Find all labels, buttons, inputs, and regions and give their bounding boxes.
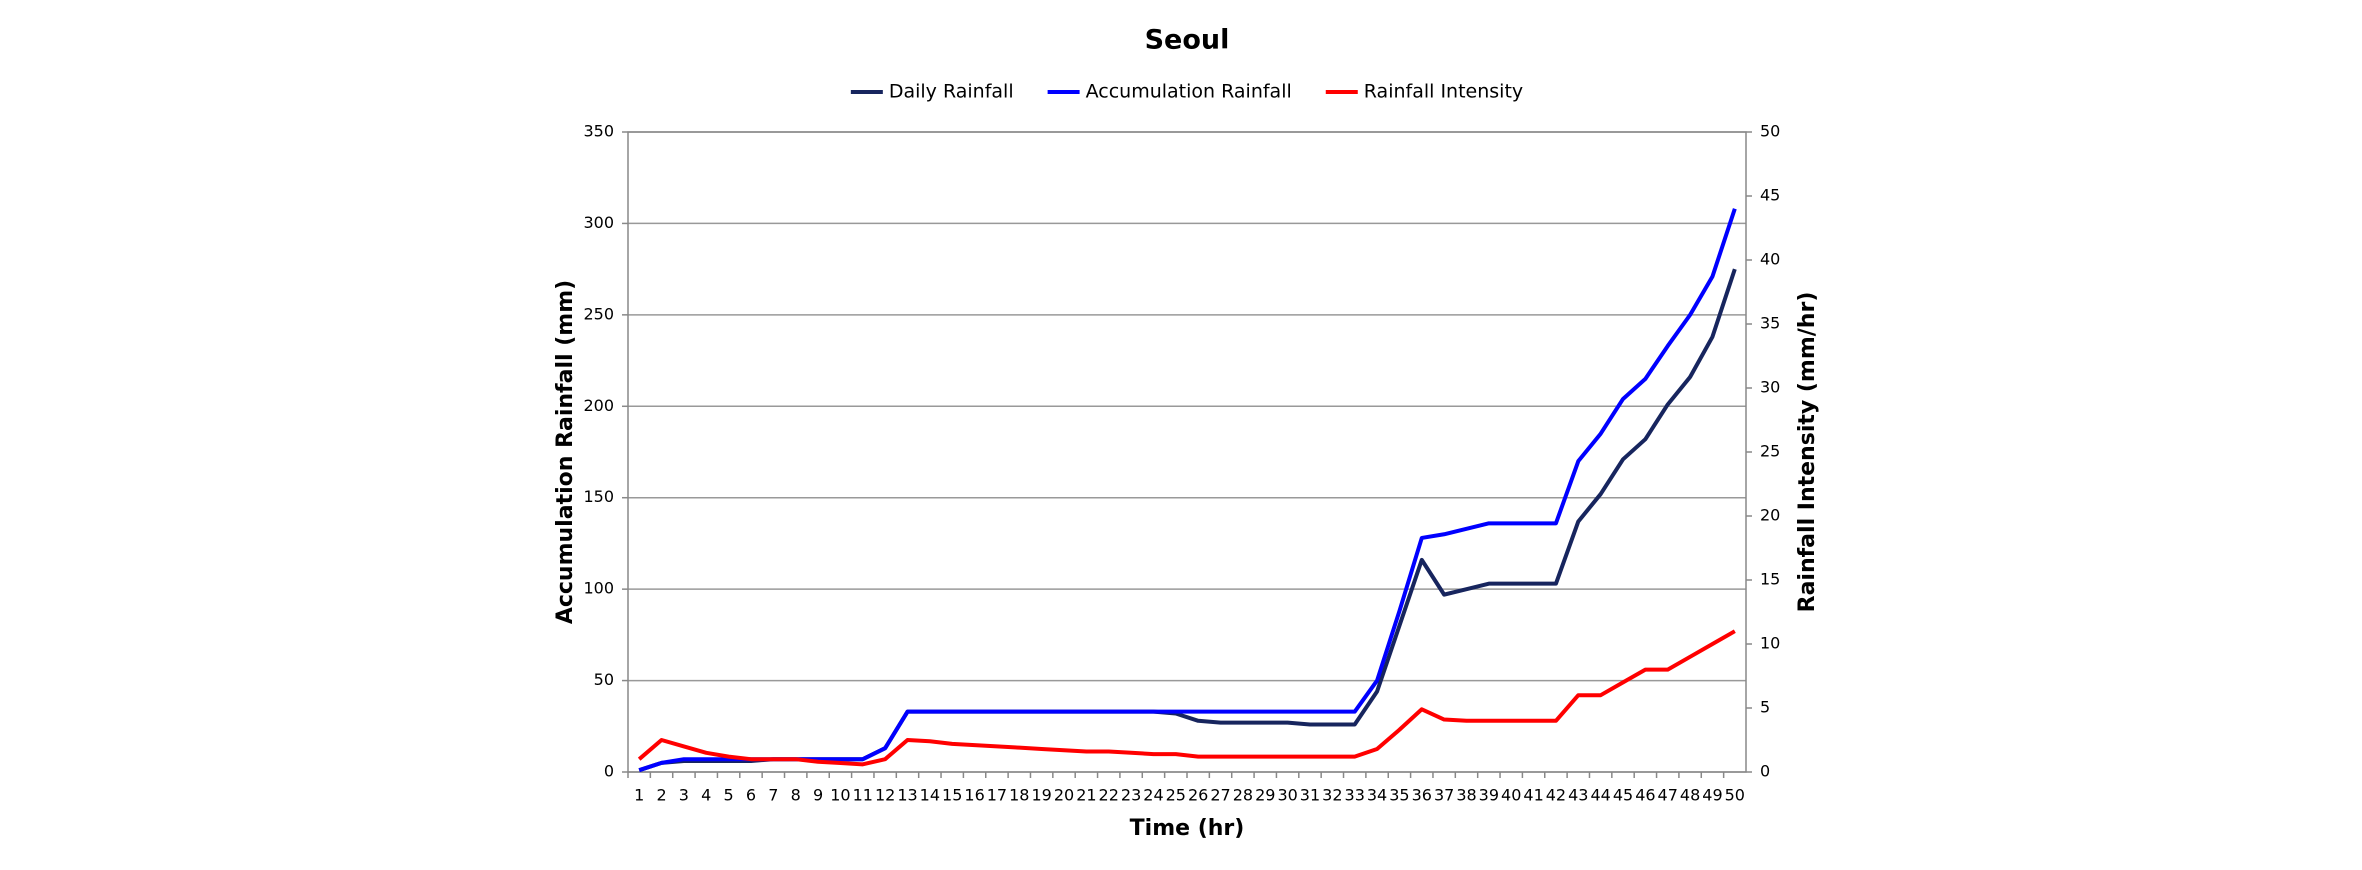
legend: Daily Rainfall Accumulation Rainfall Rainf… bbox=[850, 81, 1523, 103]
x-tick-label: 43 bbox=[1568, 786, 1588, 805]
y2-tick-label: 30 bbox=[1760, 378, 1780, 397]
y2-tick-label: 0 bbox=[1760, 762, 1770, 781]
x-tick-label: 16 bbox=[964, 786, 984, 805]
x-tick-label: 19 bbox=[1031, 786, 1051, 805]
x-axis-title: Time (hr) bbox=[1130, 816, 1245, 841]
x-tick-label: 10 bbox=[830, 786, 850, 805]
x-tick-label: 39 bbox=[1479, 786, 1499, 805]
x-tick-label: 5 bbox=[724, 786, 734, 805]
x-tick-label: 12 bbox=[875, 786, 895, 805]
y2-tick-label: 25 bbox=[1760, 442, 1780, 461]
y2-axis-title: Rainfall Intensity (mm/hr) bbox=[1795, 292, 1820, 613]
x-tick-label: 13 bbox=[897, 786, 917, 805]
legend-item: Daily Rainfall bbox=[850, 81, 1014, 103]
x-tick-label: 9 bbox=[813, 786, 823, 805]
y-axis-title: Accumulation Rainfall (mm) bbox=[553, 280, 578, 624]
x-tick-label: 20 bbox=[1054, 786, 1074, 805]
x-tick-label: 50 bbox=[1725, 786, 1745, 805]
x-tick-label: 14 bbox=[920, 786, 940, 805]
y-tick-label: 50 bbox=[594, 670, 614, 689]
x-tick-label: 11 bbox=[853, 786, 873, 805]
y-tick-label: 250 bbox=[583, 304, 614, 323]
y2-tick-label: 5 bbox=[1760, 698, 1770, 717]
plot-frame bbox=[627, 131, 1747, 773]
x-tick-label: 26 bbox=[1188, 786, 1208, 805]
x-tick-label: 21 bbox=[1076, 786, 1096, 805]
x-tick-label: 18 bbox=[1009, 786, 1029, 805]
y-tick-label: 300 bbox=[583, 213, 614, 232]
x-tick-label: 49 bbox=[1702, 786, 1722, 805]
x-tick-label: 38 bbox=[1456, 786, 1476, 805]
x-tick-label: 27 bbox=[1210, 786, 1230, 805]
x-tick-label: 15 bbox=[942, 786, 962, 805]
x-tick-label: 36 bbox=[1412, 786, 1432, 805]
x-tick-label: 3 bbox=[679, 786, 689, 805]
x-tick-label: 29 bbox=[1255, 786, 1275, 805]
x-tick-label: 30 bbox=[1277, 786, 1297, 805]
x-tick-label: 6 bbox=[746, 786, 756, 805]
x-tick-label: 42 bbox=[1546, 786, 1566, 805]
y-tick-label: 150 bbox=[583, 487, 614, 506]
line-series bbox=[638, 208, 1737, 773]
x-tick-label: 23 bbox=[1121, 786, 1141, 805]
x-tick-label: 37 bbox=[1434, 786, 1454, 805]
x-tick-label: 34 bbox=[1367, 786, 1387, 805]
x-tick-label: 47 bbox=[1658, 786, 1678, 805]
x-tick-label: 40 bbox=[1501, 786, 1521, 805]
x-tick-label: 44 bbox=[1590, 786, 1610, 805]
x-tick-label: 28 bbox=[1233, 786, 1253, 805]
x-tick-label: 25 bbox=[1166, 786, 1186, 805]
y2-tick-label: 45 bbox=[1760, 186, 1780, 205]
line-series bbox=[637, 629, 1736, 767]
x-tick-label: 46 bbox=[1635, 786, 1655, 805]
y-tick-label: 200 bbox=[583, 396, 614, 415]
x-tick-label: 48 bbox=[1680, 786, 1700, 805]
legend-item: Accumulation Rainfall bbox=[1047, 81, 1292, 103]
y2-tick-label: 40 bbox=[1760, 250, 1780, 269]
x-tick-label: 32 bbox=[1322, 786, 1342, 805]
x-tick-label: 1 bbox=[634, 786, 644, 805]
x-tick-label: 2 bbox=[656, 786, 666, 805]
y2-tick-label: 50 bbox=[1760, 122, 1780, 141]
legend-item: Rainfall Intensity bbox=[1325, 81, 1523, 103]
legend-label: Daily Rainfall bbox=[889, 81, 1014, 103]
y2-tick-label: 35 bbox=[1760, 314, 1780, 333]
y2-tick-label: 20 bbox=[1760, 506, 1780, 525]
x-tick-label: 7 bbox=[768, 786, 778, 805]
x-tick-label: 8 bbox=[791, 786, 801, 805]
x-tick-label: 41 bbox=[1523, 786, 1543, 805]
line-series bbox=[638, 268, 1737, 773]
x-tick-label: 17 bbox=[987, 786, 1007, 805]
x-tick-label: 22 bbox=[1099, 786, 1119, 805]
y-tick-label: 100 bbox=[583, 579, 614, 598]
x-tick-label: 35 bbox=[1389, 786, 1409, 805]
x-tick-label: 33 bbox=[1345, 786, 1365, 805]
x-tick-label: 4 bbox=[701, 786, 711, 805]
x-tick-label: 24 bbox=[1143, 786, 1163, 805]
y2-tick-label: 15 bbox=[1760, 570, 1780, 589]
y-tick-label: 350 bbox=[583, 122, 614, 141]
x-tick-label: 45 bbox=[1613, 786, 1633, 805]
legend-label: Accumulation Rainfall bbox=[1086, 81, 1292, 103]
y-tick-label: 0 bbox=[604, 762, 614, 781]
y2-tick-label: 10 bbox=[1760, 634, 1780, 653]
legend-label: Rainfall Intensity bbox=[1364, 81, 1523, 103]
x-tick-label: 31 bbox=[1300, 786, 1320, 805]
chart-title: Seoul bbox=[1145, 25, 1230, 56]
